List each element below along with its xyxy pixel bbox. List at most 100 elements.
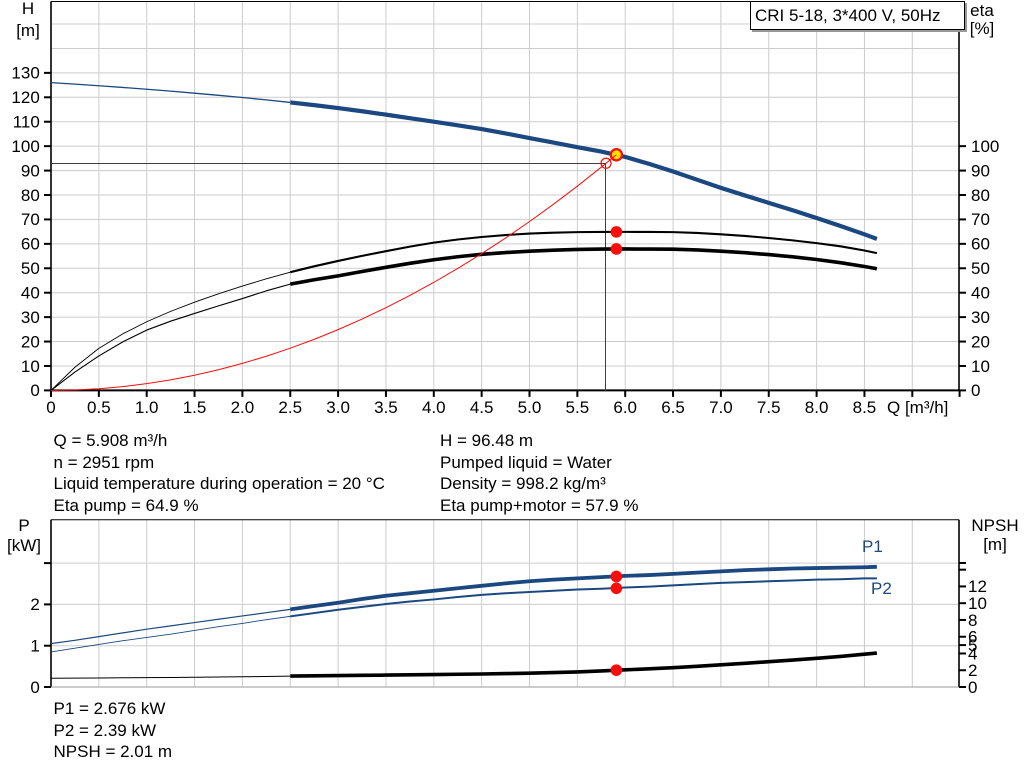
h-tick-label: 30	[21, 308, 40, 327]
p-axis-unit: [kW]	[7, 536, 41, 555]
eta-tick-label: 60	[971, 235, 990, 254]
power-duty-marker	[610, 664, 623, 676]
npsh-tick-label: 10	[968, 594, 987, 613]
eta-tick-label: 20	[971, 332, 990, 351]
x-tick-label: 1.5	[183, 398, 207, 417]
x-tick-label: 4.0	[422, 398, 446, 417]
eta-tick-label: 0	[971, 381, 980, 400]
eta-axis-title: eta	[970, 1, 994, 20]
npsh-tick-label: 6	[968, 628, 977, 647]
eta-duty-marker	[610, 243, 623, 255]
h-tick-label: 110	[13, 113, 40, 132]
npsh-axis-unit: [m]	[983, 535, 1007, 554]
npsh-tick-label: 0	[968, 678, 977, 697]
h-tick-label: 40	[21, 284, 40, 303]
duty-p2-text: P2 = 2.39 kW	[53, 720, 157, 740]
npsh-curve-thin	[50, 675, 291, 679]
x-tick-label: 1.0	[135, 398, 159, 417]
h-tick-label: 20	[21, 332, 40, 351]
h-tick-label: 0	[30, 381, 39, 400]
npsh-tick-label: 2	[968, 661, 977, 680]
x-tick-label: 2.0	[231, 398, 255, 417]
duty-liquid-text: Pumped liquid = Water	[440, 452, 612, 472]
eta-tick-label: 80	[971, 186, 990, 205]
x-tick-label: 4.5	[470, 398, 494, 417]
p1-curve-label: P1	[862, 537, 883, 556]
npsh-tick-label: 4	[968, 644, 977, 663]
duty-head-text: H = 96.48 m	[440, 431, 534, 450]
p1-curve-thick	[289, 564, 877, 612]
duty-npsh-text: NPSH = 2.01 m	[53, 742, 173, 762]
x-tick-label: 8.5	[853, 398, 877, 417]
h-tick-label: 50	[21, 259, 40, 278]
pump-head-curve-thick	[290, 100, 878, 241]
duty-data-left-column: Q = 5.908 m³/h n = 2951 rpm Liquid tempe…	[54, 430, 385, 516]
eta-tick-label: 70	[971, 210, 990, 229]
p-tick-label: 1	[30, 637, 39, 656]
p2-curve-label: P2	[871, 579, 892, 598]
duty-eta-pump-text: Eta pump = 64.9 %	[53, 495, 199, 515]
x-tick-label: 2.5	[278, 398, 302, 417]
x-tick-label: 3.0	[326, 398, 350, 417]
eta-pump-curve-thick	[290, 230, 878, 274]
h-tick-label: 70	[21, 210, 40, 229]
eta-duty-marker	[610, 226, 623, 238]
x-tick-label: 6.5	[661, 398, 685, 417]
power-duty-marker	[610, 570, 623, 583]
p2-curve-thick	[290, 577, 877, 618]
power-data-column: P1 = 2.676 kW P2 = 2.39 kW NPSH = 2.01 m	[54, 698, 173, 763]
curve-title-box: CRI 5-18, 3*400 V, 50Hz	[750, 1, 965, 30]
p1-curve-thin	[50, 608, 291, 645]
h-tick-label: 90	[21, 161, 40, 180]
duty-data-right-column: H = 96.48 m Pumped liquid = Water Densit…	[440, 430, 638, 516]
h-tick-label: 100	[11, 137, 39, 156]
p-tick-label: 0	[30, 678, 39, 697]
eta-tick-label: 40	[971, 284, 990, 303]
npsh-curve-thick	[290, 651, 878, 678]
duty-density-text: Density = 998.2 kg/m³	[440, 474, 606, 494]
eta-tick-label: 30	[971, 308, 990, 327]
x-tick-label: 7.5	[757, 398, 781, 417]
duty-flow-text: Q = 5.908 m³/h	[53, 431, 168, 450]
eta-tick-label: 50	[971, 259, 990, 278]
x-tick-label: 7.0	[709, 398, 733, 417]
q-axis-label: Q [m³/h]	[887, 398, 948, 417]
npsh-axis-title: NPSH	[971, 516, 1019, 535]
p-tick-label: 2	[30, 595, 39, 614]
eta-pump-curve-thin	[50, 271, 291, 391]
x-tick-label: 0	[46, 398, 55, 417]
h-axis-unit: [m]	[16, 20, 40, 40]
system-curve	[50, 154, 617, 391]
x-tick-label: 0.5	[87, 398, 111, 417]
power-duty-marker	[610, 582, 623, 595]
h-tick-label: 10	[21, 357, 40, 376]
x-tick-label: 5.0	[518, 398, 542, 417]
npsh-tick-label: 8	[968, 611, 977, 630]
x-tick-label: 3.5	[374, 398, 398, 417]
eta-tick-label: 10	[971, 357, 990, 376]
h-tick-label: 120	[11, 88, 39, 107]
duty-p1-text: P1 = 2.676 kW	[53, 699, 166, 718]
requested-duty-point-marker	[600, 157, 612, 169]
pump-head-curve-thin	[50, 81, 291, 104]
h-tick-label: 60	[21, 235, 40, 254]
npsh-tick-label: 5	[968, 636, 977, 655]
npsh-tick-label: 12	[968, 577, 987, 596]
duty-temperature-text: Liquid temperature during operation = 20…	[53, 474, 385, 494]
x-tick-label: 5.5	[566, 398, 590, 417]
x-tick-label: 6.0	[613, 398, 637, 417]
h-tick-label: 130	[11, 64, 39, 83]
eta-axis-unit: [%]	[969, 18, 995, 38]
duty-speed-text: n = 2951 rpm	[53, 452, 155, 472]
p2-curve-thin	[50, 615, 291, 653]
x-tick-label: 8.0	[805, 398, 829, 417]
h-axis-title: H	[21, 0, 35, 18]
p-axis-title: P	[18, 516, 30, 535]
eta-pump-motor-curve-thick	[289, 247, 878, 286]
eta-tick-label: 90	[971, 161, 990, 180]
curve-title: CRI 5-18, 3*400 V, 50Hz	[755, 5, 941, 25]
h-tick-label: 80	[21, 186, 40, 205]
eta-pump-motor-curve-thin	[50, 283, 291, 391]
